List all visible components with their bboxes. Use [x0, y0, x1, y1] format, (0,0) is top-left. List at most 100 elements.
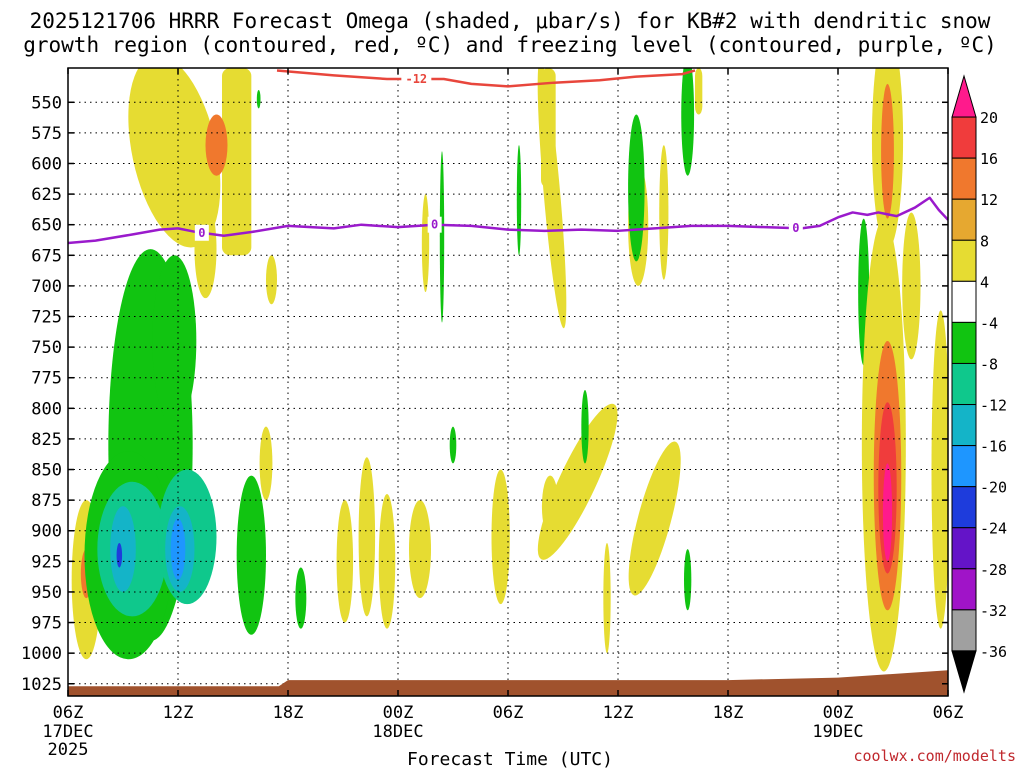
omega-blob-19 [358, 457, 376, 617]
x-tick-label-2: 18Z [273, 703, 304, 723]
colorbar-bin-8 [951, 404, 977, 447]
x-tick-label-1: 12Z [163, 703, 194, 723]
colorbar-level-9: -20 [980, 479, 1007, 497]
colorbar-level-10: -24 [980, 520, 1007, 538]
omega-blob-32 [628, 441, 681, 596]
colorbar-level-3: 8 [980, 232, 989, 250]
y-tick-label-900: 900 [31, 522, 62, 542]
omega-blob-0 [128, 68, 221, 248]
omega-blob-6 [152, 255, 197, 427]
y-tick-label-550: 550 [31, 93, 62, 113]
x-tick-date-0: 17DEC [42, 722, 93, 742]
freezing-level-contour-label-0: 0 [198, 226, 205, 240]
omega-blob-18 [336, 500, 354, 623]
y-tick-label-1025: 1025 [21, 675, 62, 695]
colorbar-level-1: 16 [980, 150, 998, 168]
x-tick-label-8: 06Z [933, 703, 964, 723]
colorbar-level-7: -12 [980, 397, 1007, 415]
x-tick-label-7: 00Z [823, 703, 854, 723]
y-tick-label-750: 750 [31, 338, 62, 358]
x-tick-label-3: 00Z [383, 703, 414, 723]
colorbar-bottom-triangle [951, 650, 977, 694]
omega-strip-0 [222, 68, 252, 256]
colorbar-top-triangle [951, 74, 977, 118]
colorbar-level-0: 20 [980, 109, 998, 127]
y-tick-label-800: 800 [31, 399, 62, 419]
y-tick-label-575: 575 [31, 124, 62, 144]
colorbar-bin-10 [951, 486, 977, 529]
omega-strip-3 [695, 68, 703, 115]
colorbar-bin-7 [951, 362, 977, 406]
dgz-contour-label-bg-0 [401, 71, 432, 88]
terrain-ground [68, 670, 948, 696]
y-tick-label-600: 600 [31, 154, 62, 174]
dgz-contour-line [276, 69, 696, 88]
omega-blob-13 [170, 518, 186, 580]
omega-blob-30 [581, 389, 589, 464]
omega-blob-15 [259, 426, 273, 501]
omega-blob-22 [421, 194, 430, 293]
colorbar-level-12: -32 [980, 602, 1007, 620]
omega-blob-17 [295, 567, 307, 629]
omega-blob-1 [194, 200, 217, 299]
chart-title: 2025121706 HRRR Forecast Omega (shaded, … [23, 9, 997, 57]
omega-strip-1 [256, 90, 261, 109]
pressure-axis: 550 575 600 625 650 675 700 725 750 775 800 825 850 8… [21, 93, 948, 695]
x-tick-label-4: 06Z [493, 703, 524, 723]
colorbar-level-11: -28 [980, 561, 1007, 579]
source-credit: coolwx.com/modelts [853, 747, 1016, 765]
colorbar-bin-13 [951, 609, 977, 652]
omega-blob-11 [110, 506, 136, 592]
freezing-level-contour-label-bg-2 [788, 220, 803, 237]
omega-blob-14 [116, 542, 123, 568]
y-tick-label-1000: 1000 [21, 644, 62, 664]
y-tick-label-925: 925 [31, 552, 62, 572]
colorbar-bin-11 [951, 527, 977, 570]
omega-blob-31 [603, 542, 611, 654]
omega-blob-36 [681, 68, 695, 176]
omega-field-layer [68, 68, 948, 696]
x-axis-label: Forecast Time (UTC) [407, 749, 613, 768]
contour-layer: -12 0 0 0 [68, 69, 948, 245]
terrain-layer [68, 670, 948, 696]
omega-blob-21 [409, 500, 431, 599]
colorbar-bin-5 [951, 280, 977, 323]
omega-blob-2 [205, 114, 228, 176]
omega-blob-42 [902, 212, 921, 360]
x-tick-date-7: 19DEC [812, 722, 863, 742]
colorbar-bin-4 [951, 239, 977, 282]
chart-title-line2: growth region (contoured, red, ºC) and f… [23, 33, 997, 57]
omega-blob-23 [439, 151, 445, 323]
colorbar-level-8: -16 [980, 438, 1007, 456]
colorbar-bin-12 [951, 568, 977, 611]
dgz-contour-label-0: -12 [405, 72, 427, 86]
omega-blob-25 [491, 469, 510, 605]
y-tick-label-950: 950 [31, 583, 62, 603]
y-tick-label-725: 725 [31, 308, 62, 328]
omega-blob-43 [931, 310, 948, 629]
y-tick-label-975: 975 [31, 614, 62, 634]
omega-blob-26 [516, 145, 522, 256]
colorbar-bin-6 [951, 321, 977, 364]
omega-blob-34 [628, 114, 645, 262]
y-tick-label-625: 625 [31, 185, 62, 205]
colorbar-bin-2 [951, 157, 977, 200]
colorbar-level-5: -4 [980, 314, 998, 332]
omega-blob-37 [684, 549, 692, 611]
colorbar-bin-1 [951, 116, 977, 159]
x-tick-year-0: 2025 [48, 740, 89, 760]
colorbar-level-4: 4 [980, 273, 989, 291]
omega-blob-46 [882, 463, 893, 562]
x-tick-label-0: 06Z [53, 703, 84, 723]
y-tick-label-650: 650 [31, 216, 62, 236]
omega-blob-35 [659, 145, 669, 280]
omega-blob-8 [236, 475, 266, 635]
chart-title-line1: 2025121706 HRRR Forecast Omega (shaded, … [30, 9, 991, 33]
y-tick-label-825: 825 [31, 430, 62, 450]
freezing-level-contour-label-bg-1 [427, 216, 442, 233]
colorbar-level-2: 12 [980, 191, 998, 209]
omega-blob-29 [537, 403, 618, 560]
colorbar-bin-3 [951, 198, 977, 241]
colorbar-bin-9 [951, 445, 977, 488]
